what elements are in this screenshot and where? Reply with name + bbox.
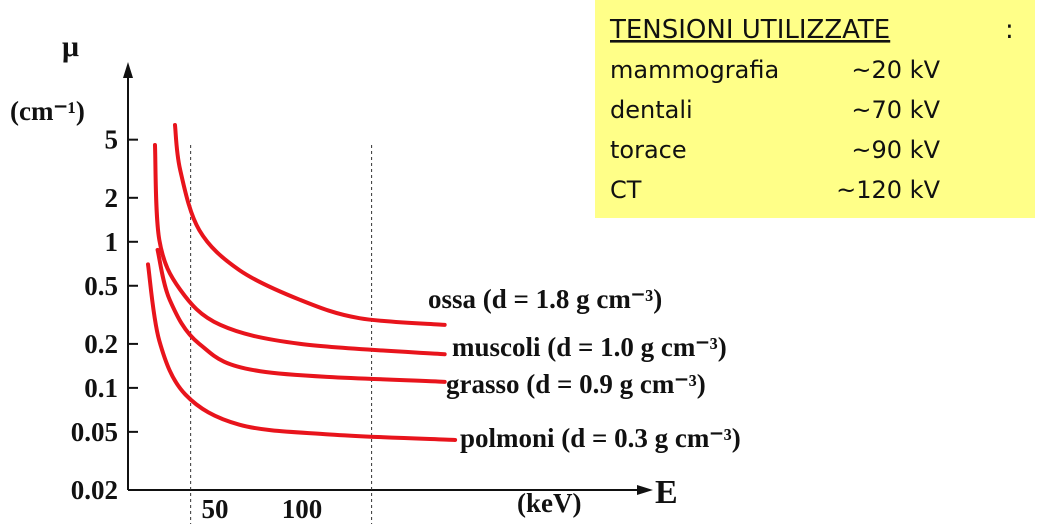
y-tick-label: 0.05 (71, 417, 118, 447)
y-tick-label: 0.5 (84, 271, 118, 301)
box-row-label: dentali (610, 96, 693, 124)
box-title: TENSIONI UTILIZZATE (609, 15, 890, 45)
y-unit: (cm⁻¹) (10, 96, 85, 126)
line-series (155, 247, 447, 384)
y-tick-label: 0.02 (71, 475, 118, 505)
box-row-value: ~20 kV (851, 56, 940, 84)
y-arrow (123, 62, 133, 78)
series-label: ossa (d = 1.8 g cm⁻³) (428, 284, 662, 314)
y-tick-label: 2 (105, 183, 119, 213)
legend-box (595, 0, 1035, 218)
series-label: muscoli (d = 1.0 g cm⁻³) (452, 332, 727, 362)
box-row-label: torace (610, 136, 687, 164)
x-tick-label: 100 (282, 494, 323, 524)
box-row-value: ~70 kV (851, 96, 940, 124)
x-tick-label: 50 (202, 494, 229, 524)
line-series (146, 262, 458, 442)
y-label: μ (62, 30, 79, 63)
x-unit: (keV) (517, 488, 581, 518)
box-row-value: ~120 kV (836, 176, 940, 204)
y-tick-label: 0.1 (84, 373, 118, 403)
box-row-value: ~90 kV (851, 136, 940, 164)
series-label: grasso (d = 0.9 g cm⁻³) (446, 369, 706, 399)
line-series (152, 142, 447, 357)
series-label: polmoni (d = 0.3 g cm⁻³) (460, 423, 741, 453)
x-label: E (655, 474, 678, 511)
y-tick-label: 1 (105, 227, 119, 257)
box-colon: : (1005, 15, 1014, 45)
box-row-label: CT (610, 176, 642, 204)
y-tick-label: 0.2 (84, 329, 118, 359)
y-tick-label: 5 (105, 125, 119, 155)
x-arrow (637, 485, 653, 495)
box-row-label: mammografia (610, 56, 779, 84)
line-series (172, 123, 447, 327)
